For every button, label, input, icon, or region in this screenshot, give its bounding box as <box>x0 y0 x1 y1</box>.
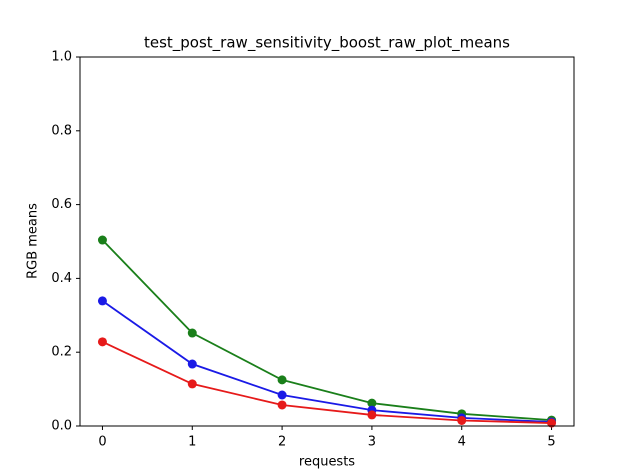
series-line <box>102 341 552 424</box>
point <box>547 418 557 428</box>
chart-title: test_post_raw_sensitivity_boost_raw_plot… <box>144 34 510 53</box>
x-tick-label: 1 <box>188 435 196 450</box>
y-tick-label: 0.0 <box>51 419 72 434</box>
series-line <box>101 300 552 423</box>
x-tick-label: 5 <box>547 435 555 450</box>
point <box>277 375 287 385</box>
point <box>187 328 197 338</box>
point <box>277 400 287 410</box>
point <box>187 379 197 389</box>
point <box>97 337 107 347</box>
point <box>457 415 467 425</box>
y-tick-label: 0.8 <box>51 123 72 138</box>
point <box>187 359 197 369</box>
x-tick-label: 4 <box>458 435 466 450</box>
y-axis-label: RGB means <box>26 203 41 279</box>
y-tick-label: 0.4 <box>51 271 72 286</box>
point <box>97 296 107 306</box>
y-tick-label: 0.2 <box>51 345 72 360</box>
point <box>367 410 377 420</box>
point <box>277 390 287 400</box>
y-tick-label: 1.0 <box>51 50 72 65</box>
series-line <box>101 239 552 421</box>
x-tick-label: 0 <box>98 435 106 450</box>
point <box>367 398 377 408</box>
x-axis-label: requests <box>299 455 355 470</box>
x-tick-label: 3 <box>368 435 376 450</box>
plot-frame <box>79 56 575 427</box>
y-tick-label: 0.6 <box>51 197 72 212</box>
point <box>97 235 107 245</box>
x-tick-label: 2 <box>278 435 286 450</box>
